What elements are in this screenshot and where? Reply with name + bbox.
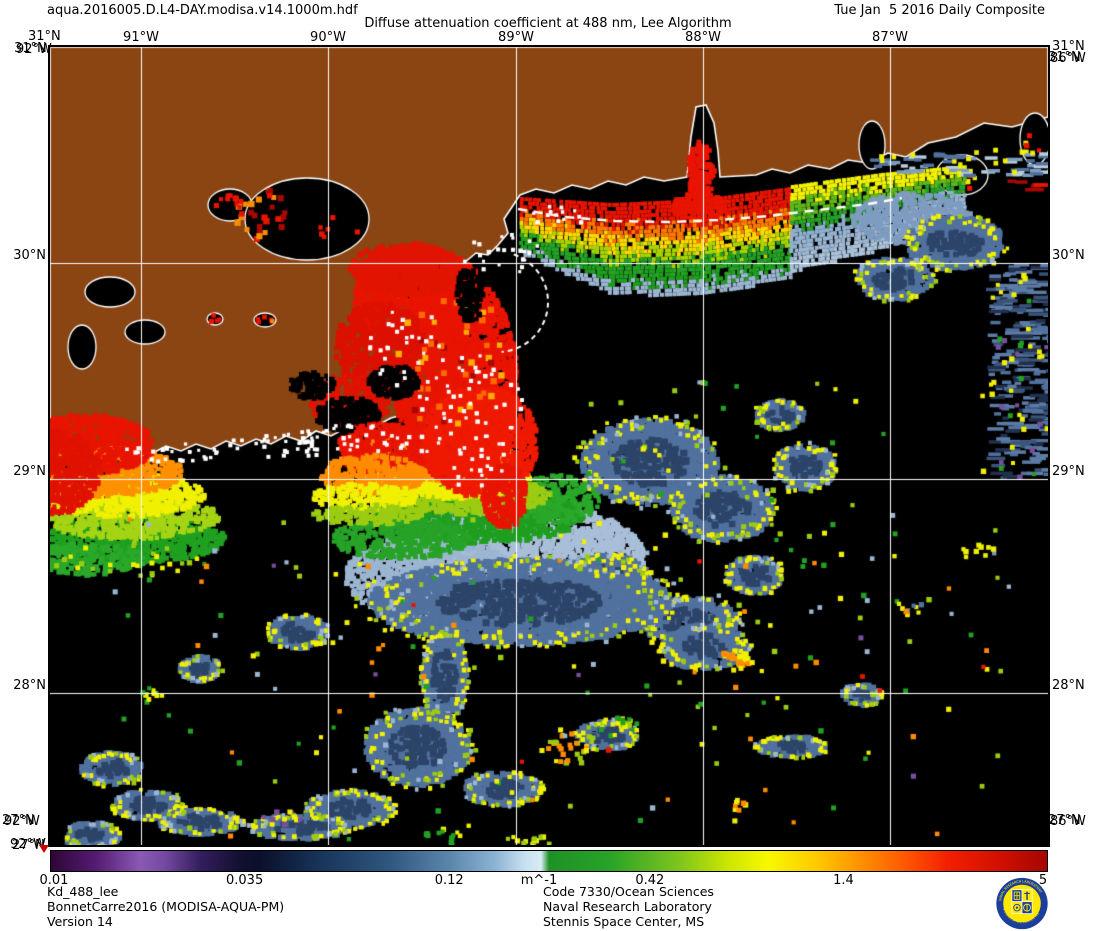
corner-label-overlap: 27°N 92°W [2,813,52,829]
corner-label-overlap: 31°N 92°W [14,41,64,57]
corner-lat-label: 31°N [28,29,61,44]
corner-label-overlap: 92°W 27°N [10,837,60,853]
footer-left-block: Kd_488_lee BonnetCarre2016 (MODISA-AQUA-… [47,884,284,929]
plot-title: Diffuse attenuation coefficient at 488 n… [364,16,732,31]
corner-label-part: 86°W [1050,51,1086,66]
colorbar-tick-label: 0.01 [39,873,69,888]
colorbar-marker-icon [39,845,49,853]
colorbar [50,850,1048,872]
filename-label: aqua.2016005.D.L4-DAY.modisa.v14.1000m.h… [47,3,358,18]
colorbar-tick-label: 0.42 [635,873,665,888]
colorbar-tick-label: 0.035 [226,873,264,888]
lon-tick-label: 91°W [123,30,159,45]
corner-label-part: 27°N [1048,813,1081,828]
colorbar-tick-labels: 0.01 0.035 0.12 m^-1 0.42 1.4 5 [40,873,1048,889]
logo-shield [1011,889,1033,914]
colorbar-tick-label: 0.12 [434,873,464,888]
lat-tick-label-right: 30°N [1052,248,1085,263]
org-location: Stennis Space Center, MS [543,914,705,929]
corner-label-overlap: 31°N 86°W [1048,50,1096,66]
footer-center-block: Code 7330/Ocean Sciences Naval Research … [543,884,714,929]
corner-label-part: 27°N [12,838,45,853]
lat-tick-label-left: 28°N [13,678,46,693]
corner-label-part: 27°N [2,813,35,828]
corner-label-part: 92°W [4,814,40,829]
product-name: Kd_488_lee [47,884,119,899]
lat-tick-label-right: 29°N [1052,464,1085,479]
lon-tick-label: 88°W [685,30,721,45]
project-name: BonnetCarre2016 (MODISA-AQUA-PM) [47,899,285,914]
version-label: Version 14 [47,914,113,929]
lon-tick-label: 87°W [872,30,908,45]
date-label: Tue Jan 5 2016 Daily Composite [834,3,1045,18]
lon-tick-label: 89°W [498,30,534,45]
corner-label-part: 86°W [1050,814,1086,829]
lat-tick-label-left: 30°N [13,248,46,263]
corner-label-part: 92°W [16,42,52,57]
colorbar-tick-label: 5 [1038,873,1048,888]
corner-label-part: 31°N [14,41,47,56]
corner-label-part: 31°N [1048,50,1081,65]
corner-label-overlap: 27°N 86°W [1048,813,1096,829]
colorbar-tick-label: 1.4 [833,873,854,888]
lon-tick-label: 90°W [310,30,346,45]
nrl-logo: NAVAL RESEARCH LABORATORY STENNIS SPACE … [996,877,1048,930]
corner-label-part: 92°W [10,837,46,852]
lat-tick-label-right: 28°N [1052,678,1085,693]
satellite-map-canvas [48,45,1050,847]
org-code: Code 7330/Ocean Sciences [543,884,714,899]
lat-tick-label-left: 29°N [13,464,46,479]
org-name: Naval Research Laboratory [543,899,712,914]
colorbar-tick-label: m^-1 [520,873,558,888]
corner-lat-label: 31°N [1052,39,1085,54]
